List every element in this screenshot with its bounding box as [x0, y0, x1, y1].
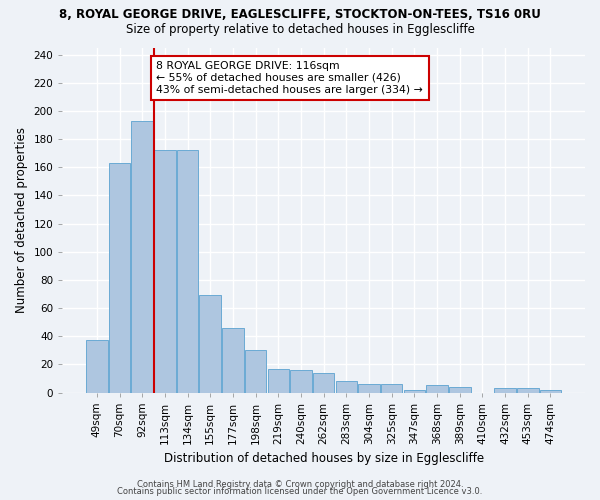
X-axis label: Distribution of detached houses by size in Egglescliffe: Distribution of detached houses by size … — [164, 452, 484, 465]
Bar — [517, 388, 539, 392]
Bar — [404, 390, 425, 392]
Bar — [131, 120, 153, 392]
Bar — [86, 340, 107, 392]
Bar — [177, 150, 199, 392]
Text: Contains public sector information licensed under the Open Government Licence v3: Contains public sector information licen… — [118, 488, 482, 496]
Bar — [539, 390, 561, 392]
Bar — [358, 384, 380, 392]
Bar — [335, 381, 357, 392]
Bar — [426, 386, 448, 392]
Bar — [381, 384, 403, 392]
Bar — [222, 328, 244, 392]
Bar — [268, 368, 289, 392]
Bar — [109, 163, 130, 392]
Bar — [245, 350, 266, 393]
Text: 8, ROYAL GEORGE DRIVE, EAGLESCLIFFE, STOCKTON-ON-TEES, TS16 0RU: 8, ROYAL GEORGE DRIVE, EAGLESCLIFFE, STO… — [59, 8, 541, 20]
Y-axis label: Number of detached properties: Number of detached properties — [15, 127, 28, 313]
Bar — [199, 296, 221, 392]
Bar — [313, 373, 334, 392]
Text: Contains HM Land Registry data © Crown copyright and database right 2024.: Contains HM Land Registry data © Crown c… — [137, 480, 463, 489]
Bar — [449, 387, 470, 392]
Bar — [290, 370, 312, 392]
Bar — [154, 150, 176, 392]
Bar — [494, 388, 516, 392]
Text: Size of property relative to detached houses in Egglescliffe: Size of property relative to detached ho… — [125, 22, 475, 36]
Text: 8 ROYAL GEORGE DRIVE: 116sqm
← 55% of detached houses are smaller (426)
43% of s: 8 ROYAL GEORGE DRIVE: 116sqm ← 55% of de… — [157, 62, 423, 94]
